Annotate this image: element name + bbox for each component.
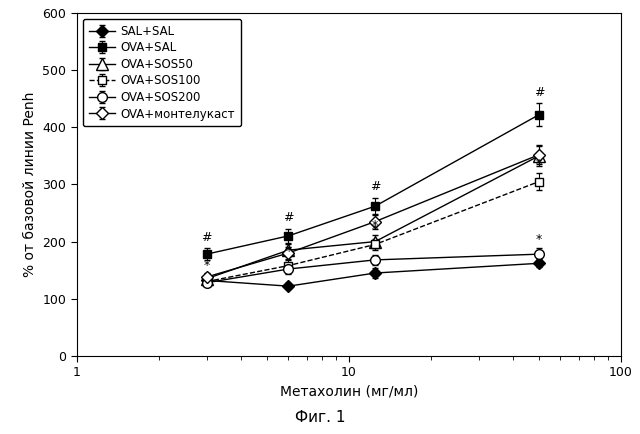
Text: *: * [204,259,210,272]
Text: Фиг. 1: Фиг. 1 [295,410,345,425]
Text: #: # [284,211,294,224]
Text: *: * [285,245,292,258]
Text: *: * [536,233,542,246]
Text: *: * [536,158,542,171]
Text: #: # [370,180,380,193]
Text: *: * [372,220,378,233]
Text: #: # [534,86,544,99]
X-axis label: Метахолин (мг/мл): Метахолин (мг/мл) [280,385,418,399]
Text: *: * [372,224,378,237]
Y-axis label: % от базовой линии Penh: % от базовой линии Penh [23,92,37,277]
Text: #: # [202,231,212,244]
Legend: SAL+SAL, OVA+SAL, OVA+SOS50, OVA+SOS100, OVA+SOS200, OVA+монтелукаст: SAL+SAL, OVA+SAL, OVA+SOS50, OVA+SOS100,… [83,19,241,126]
